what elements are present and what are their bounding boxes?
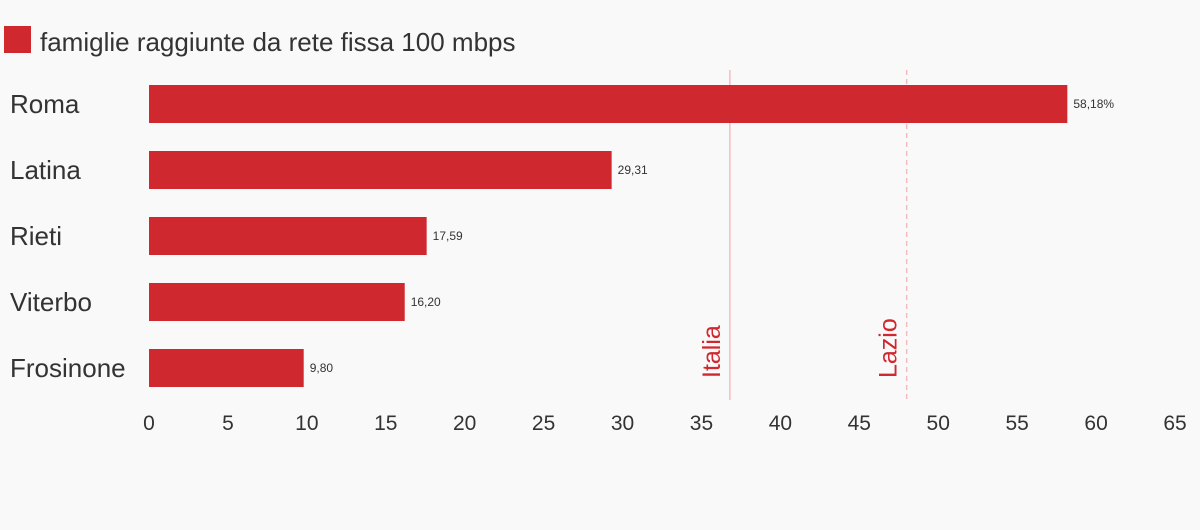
bar-viterbo xyxy=(149,283,405,321)
value-label: 17,59 xyxy=(433,229,463,243)
x-tick-label: 35 xyxy=(690,412,713,435)
x-tick-label: 50 xyxy=(927,412,950,435)
value-label: 58,18% xyxy=(1073,97,1114,111)
x-tick-label: 40 xyxy=(769,412,792,435)
category-label: Rieti xyxy=(10,221,62,251)
legend-label: famiglie raggiunte da rete fissa 100 mbp… xyxy=(40,27,516,57)
reference-label-italia: Italia xyxy=(698,325,726,378)
value-label: 16,20 xyxy=(411,295,441,309)
x-tick-label: 25 xyxy=(532,412,555,435)
x-tick-label: 20 xyxy=(453,412,476,435)
category-label: Latina xyxy=(10,155,81,185)
value-label: 9,80 xyxy=(310,361,334,375)
x-tick-label: 30 xyxy=(611,412,634,435)
x-tick-label: 60 xyxy=(1084,412,1107,435)
x-tick-label: 10 xyxy=(295,412,318,435)
bar-roma xyxy=(149,85,1068,123)
category-label: Frosinone xyxy=(10,353,126,383)
x-tick-label: 55 xyxy=(1005,412,1028,435)
x-axis-ticks: 0 5 10 15 20 25 30 35 40 45 50 55 60 65 xyxy=(143,412,1187,435)
bar-latina xyxy=(149,151,612,189)
x-tick-label: 15 xyxy=(374,412,397,435)
category-label: Viterbo xyxy=(10,287,92,317)
x-tick-label: 45 xyxy=(848,412,871,435)
x-tick-label: 65 xyxy=(1163,412,1186,435)
value-label: 29,31 xyxy=(618,163,648,177)
x-tick-label: 5 xyxy=(222,412,234,435)
reference-lines: Italia Lazio xyxy=(698,70,908,400)
category-label: Roma xyxy=(10,89,80,119)
reference-label-lazio: Lazio xyxy=(875,318,903,378)
value-labels: 58,18% 29,31 17,59 16,20 9,80 xyxy=(310,97,1115,375)
bar-rieti xyxy=(149,217,427,255)
legend-swatch xyxy=(4,26,31,53)
bar-frosinone xyxy=(149,349,304,387)
legend: famiglie raggiunte da rete fissa 100 mbp… xyxy=(4,26,516,57)
x-tick-label: 0 xyxy=(143,412,155,435)
category-labels: Roma Latina Rieti Viterbo Frosinone xyxy=(10,89,126,383)
bars xyxy=(149,85,1068,387)
